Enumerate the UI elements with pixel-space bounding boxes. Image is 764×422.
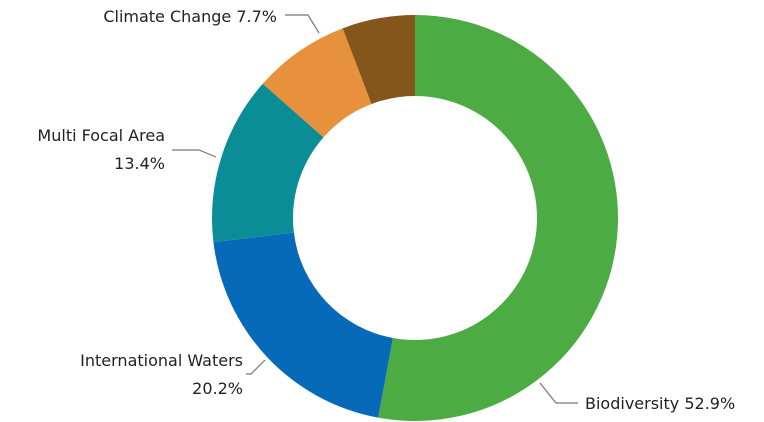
donut-segment — [342, 15, 415, 105]
category-label: International Waters — [80, 351, 243, 370]
value-label: 52.9% — [684, 394, 735, 413]
category-label: Multi Focal Area — [37, 126, 165, 145]
donut-segment — [213, 232, 393, 418]
value-label: 20.2% — [192, 379, 243, 398]
data-label: 20.2% — [192, 379, 243, 398]
donut-segment — [262, 28, 372, 138]
leader-line — [246, 359, 266, 375]
donut-segment — [378, 15, 619, 421]
leader-line — [285, 14, 320, 34]
category-label: Biodiversity — [585, 394, 679, 413]
data-label: Multi Focal Area — [37, 126, 165, 145]
data-label: Climate Change 7.7% — [103, 7, 277, 26]
leader-line — [539, 382, 578, 404]
data-label: International Waters — [80, 351, 243, 370]
leader-line — [172, 149, 217, 158]
category-label: Climate Change — [103, 7, 231, 26]
donut-segment — [211, 83, 324, 243]
data-label: 13.4% — [114, 154, 165, 173]
value-label: 7.7% — [236, 7, 277, 26]
data-label: Biodiversity 52.9% — [585, 394, 735, 413]
value-label: 13.4% — [114, 154, 165, 173]
